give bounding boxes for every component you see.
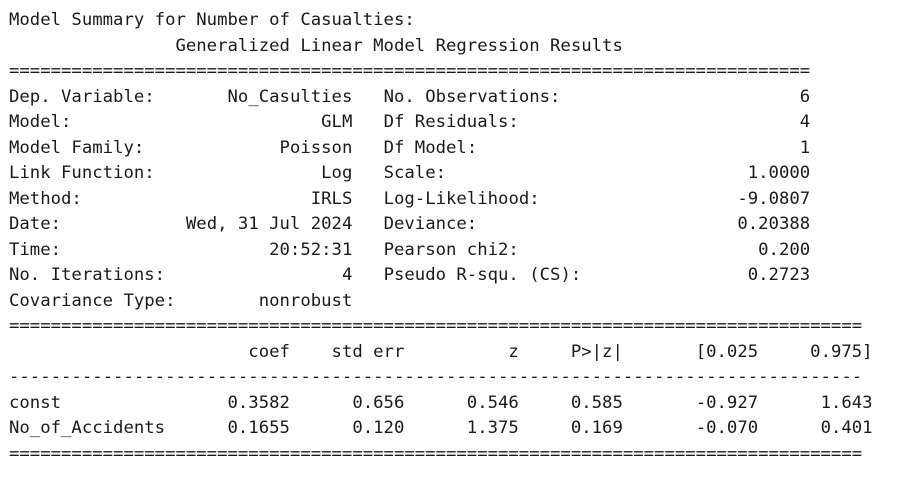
info-value: Wed, 31 Jul 2024 bbox=[185, 214, 353, 234]
column-header: [0.025 bbox=[622, 341, 759, 362]
table-cell: 0.656 bbox=[289, 392, 405, 413]
table-cell: -0.927 bbox=[622, 392, 759, 413]
model-info-row: Model: GLM Df Residuals: 4 bbox=[9, 110, 873, 136]
info-value: 0.20388 bbox=[737, 214, 811, 234]
model-info-row: Time: 20:52:31 Pearson chi2: 0.200 bbox=[9, 238, 873, 264]
model-info-row: Method: IRLS Log-Likelihood: -9.0807 bbox=[9, 187, 873, 213]
row-label: const bbox=[9, 392, 176, 413]
summary-heading: Model Summary for Number of Casualties: bbox=[9, 10, 415, 30]
model-info-row: Model Family: Poisson Df Model: 1 bbox=[9, 136, 873, 162]
info-label: Time: bbox=[9, 239, 62, 260]
coef-table-header: coef std err z P>|z| [0.025 0.975] bbox=[9, 340, 873, 366]
separator-dashed: ----------------------------------------… bbox=[9, 367, 863, 387]
info-label: No. Observations: bbox=[383, 86, 561, 107]
info-label: Dep. Variable: bbox=[9, 86, 155, 107]
info-label: Date: bbox=[9, 214, 62, 234]
separator-double: ========================================… bbox=[9, 316, 863, 336]
table-cell: 1.643 bbox=[758, 392, 873, 413]
table-cell: 1.375 bbox=[404, 418, 519, 438]
info-label: Df Model: bbox=[383, 137, 478, 158]
separator-double: ========================================… bbox=[9, 61, 811, 81]
info-value: IRLS bbox=[310, 188, 353, 209]
column-header-blank bbox=[9, 342, 175, 362]
table-cell: 0.1655 bbox=[175, 418, 290, 438]
info-value: 20:52:31 bbox=[269, 239, 353, 260]
table-cell: 0.3582 bbox=[175, 392, 290, 413]
info-label: Pearson chi2: bbox=[383, 239, 519, 260]
info-value: No_Casulties bbox=[227, 86, 353, 107]
table-cell: 0.120 bbox=[289, 418, 405, 438]
table-cell: 0.401 bbox=[758, 418, 873, 438]
info-label: No. Iterations: bbox=[9, 265, 166, 285]
info-label: Method: bbox=[9, 188, 82, 209]
table-row: const 0.3582 0.656 0.546 0.585 -0.927 1.… bbox=[9, 391, 873, 417]
info-label: Model: bbox=[9, 112, 72, 132]
table-cell: 0.169 bbox=[518, 418, 623, 438]
model-info-row: Date: Wed, 31 Jul 2024 Deviance: 0.20388 bbox=[9, 212, 873, 238]
model-info-row: Link Function: Log Scale: 1.0000 bbox=[9, 161, 873, 187]
regression-output: Model Summary for Number of Casualties: … bbox=[9, 8, 873, 467]
info-value: Poisson bbox=[279, 137, 353, 158]
model-info-row: Dep. Variable: No_Casulties No. Observat… bbox=[9, 85, 873, 111]
info-label: Link Function: bbox=[9, 163, 155, 183]
column-header: P>|z| bbox=[518, 341, 623, 362]
table-cell: -0.070 bbox=[622, 418, 759, 438]
model-info-block: Dep. Variable: No_Casulties No. Observat… bbox=[9, 85, 873, 315]
info-label: Log-Likelihood: bbox=[383, 188, 540, 209]
column-header: coef bbox=[175, 341, 290, 362]
info-value: nonrobust bbox=[258, 290, 353, 311]
info-label: Deviance: bbox=[383, 214, 478, 234]
info-value: 0.200 bbox=[758, 239, 811, 260]
info-value: 1.0000 bbox=[747, 163, 811, 183]
info-value: 4 bbox=[341, 265, 353, 285]
row-label: No_of_Accidents bbox=[9, 418, 176, 438]
info-label: Df Residuals: bbox=[383, 112, 519, 132]
table-row: No_of_Accidents 0.1655 0.120 1.375 0.169… bbox=[9, 416, 873, 442]
table-cell: 0.585 bbox=[518, 392, 623, 413]
table-cell: 0.546 bbox=[404, 392, 519, 413]
info-value: -9.0807 bbox=[737, 188, 811, 209]
coef-table-body: const 0.3582 0.656 0.546 0.585 -0.927 1.… bbox=[9, 391, 873, 442]
model-info-row: Covariance Type: nonrobust bbox=[9, 289, 873, 315]
separator-double: ========================================… bbox=[9, 443, 863, 464]
column-header: z bbox=[404, 341, 519, 362]
info-label: Covariance Type: bbox=[9, 290, 176, 311]
info-value: 0.2723 bbox=[747, 265, 811, 285]
column-header: std err bbox=[289, 341, 405, 362]
info-label: Scale: bbox=[383, 163, 447, 183]
info-label: Pseudo R-squ. (CS): bbox=[383, 265, 582, 285]
info-value: 1 bbox=[799, 137, 811, 158]
info-value: Log bbox=[321, 163, 353, 183]
info-label: Model Family: bbox=[9, 137, 145, 158]
info-value: 6 bbox=[799, 86, 811, 107]
info-value: 4 bbox=[799, 112, 811, 132]
column-header: 0.975] bbox=[758, 341, 873, 362]
info-value: GLM bbox=[321, 112, 353, 132]
results-title: Generalized Linear Model Regression Resu… bbox=[175, 35, 623, 56]
model-info-row: No. Iterations: 4 Pseudo R-squ. (CS): 0.… bbox=[9, 263, 873, 289]
